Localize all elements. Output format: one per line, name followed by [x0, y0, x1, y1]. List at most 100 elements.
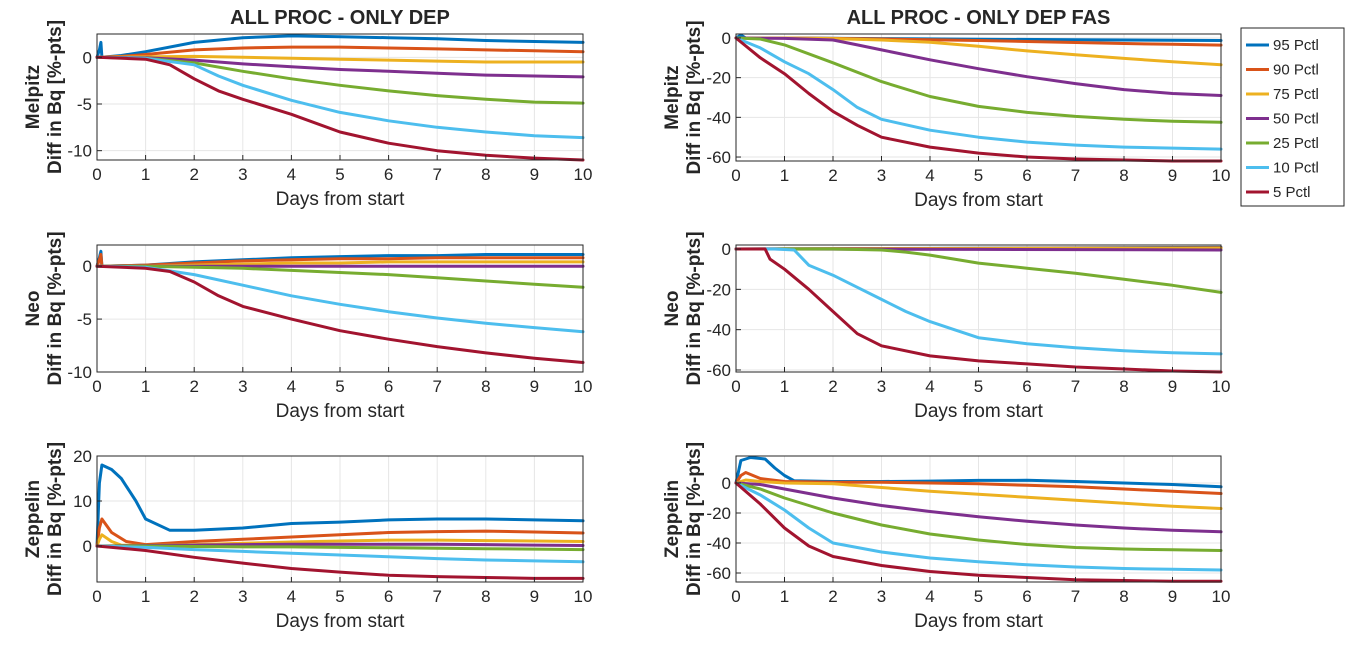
x-axis-label: Days from start: [276, 189, 406, 210]
x-tick-label: 4: [925, 377, 934, 396]
y-tick-label: -60: [706, 361, 731, 380]
y-tick-label: -40: [706, 108, 731, 127]
x-tick-label: 9: [530, 165, 539, 184]
row-label: Zeppelin: [23, 480, 44, 558]
x-axis-label: Days from start: [914, 611, 1044, 632]
x-tick-label: 6: [384, 587, 393, 606]
x-tick-label: 7: [432, 165, 441, 184]
series-line-25-pctl: [734, 481, 1223, 552]
x-tick-label: 3: [238, 587, 247, 606]
y-tick-label: -10: [67, 363, 92, 382]
series-line-5-pctl: [95, 544, 585, 580]
panel-4: 0 1 2 3 4 5 6 7 8 9 10 -60 -40 -20 0 Days from start Neo…: [662, 231, 1230, 422]
y-tick-label: -20: [706, 280, 731, 299]
x-tick-label: 10: [1212, 377, 1231, 396]
y-tick-label: 0: [83, 537, 92, 556]
legend-item-label: 95 Pctl: [1273, 37, 1319, 54]
x-tick-label: 6: [1022, 587, 1031, 606]
panel-5: 0 1 2 3 4 5 6 7 8 9 10 0 10 20 Days from start Zeppelin…: [23, 442, 592, 632]
y-tick-label: -40: [706, 534, 731, 553]
x-tick-label: 6: [1022, 377, 1031, 396]
y-axis-label: Diff in Bq [%-pts]: [45, 231, 66, 385]
x-tick-label: 10: [574, 587, 593, 606]
x-tick-label: 7: [1071, 166, 1080, 185]
series-line-10-pctl: [95, 544, 585, 564]
x-tick-label: 7: [432, 377, 441, 396]
series-line-25-pctl: [95, 544, 585, 552]
x-tick-label: 1: [141, 587, 150, 606]
x-tick-label: 8: [481, 377, 490, 396]
x-tick-label: 5: [335, 165, 344, 184]
x-tick-label: 0: [92, 587, 101, 606]
x-tick-label: 0: [731, 377, 740, 396]
x-tick-label: 2: [189, 587, 198, 606]
series-line-5-pctl: [95, 264, 585, 364]
series-line-95-pctl: [95, 34, 585, 59]
legend-item-label: 25 Pctl: [1273, 135, 1319, 152]
x-tick-label: 1: [780, 377, 789, 396]
series-line-50-pctl: [734, 36, 1223, 97]
series-line-75-pctl: [734, 478, 1223, 510]
x-tick-label: 3: [877, 377, 886, 396]
y-tick-label: 0: [722, 29, 731, 48]
series-line-25-pctl: [734, 247, 1223, 294]
x-tick-label: 5: [335, 377, 344, 396]
y-tick-label: 0: [83, 48, 92, 67]
y-tick-label: -5: [77, 310, 92, 329]
x-tick-label: 2: [189, 165, 198, 184]
x-tick-label: 8: [1119, 587, 1128, 606]
y-tick-label: 0: [83, 257, 92, 276]
x-tick-label: 8: [481, 587, 490, 606]
x-tick-label: 4: [287, 377, 296, 396]
x-tick-label: 2: [828, 377, 837, 396]
series-line-10-pctl: [734, 36, 1223, 151]
panel-title: ALL PROC - ONLY DEP: [230, 7, 450, 29]
series-line-10-pctl: [95, 264, 585, 334]
series-line-75-pctl: [95, 54, 585, 64]
x-tick-label: 2: [189, 377, 198, 396]
x-tick-label: 5: [335, 587, 344, 606]
x-axis-label: Days from start: [914, 190, 1044, 211]
series-line-90-pctl: [734, 471, 1223, 495]
series-line-95-pctl: [95, 463, 585, 548]
x-tick-label: 3: [877, 587, 886, 606]
y-tick-label: -10: [67, 142, 92, 161]
y-axis-label: Diff in Bq [%-pts]: [684, 442, 705, 596]
x-tick-label: 5: [974, 377, 983, 396]
series-line-25-pctl: [734, 36, 1223, 124]
x-tick-label: 10: [574, 377, 593, 396]
y-tick-label: -40: [706, 321, 731, 340]
x-tick-label: 10: [574, 165, 593, 184]
row-label: Melpitz: [662, 65, 683, 129]
y-tick-label: 0: [722, 240, 731, 259]
legend-item-label: 90 Pctl: [1273, 62, 1319, 79]
x-tick-label: 5: [974, 587, 983, 606]
legend-item-label: 75 Pctl: [1273, 86, 1319, 103]
x-tick-label: 9: [1168, 377, 1177, 396]
x-tick-label: 9: [530, 587, 539, 606]
series-line-5-pctl: [734, 36, 1223, 163]
panel-2: 0 1 2 3 4 5 6 7 8 9 10 -60 -40 -20 0 Days from start ALL…: [662, 7, 1230, 211]
row-label: Neo: [23, 291, 44, 327]
x-tick-label: 1: [141, 165, 150, 184]
x-axis-label: Days from start: [914, 401, 1044, 422]
y-axis-label: Diff in Bq [%-pts]: [45, 442, 66, 596]
x-tick-label: 7: [432, 587, 441, 606]
x-tick-label: 0: [92, 165, 101, 184]
legend: 95 Pctl 90 Pctl 75 Pctl 50 Pctl 25 Pctl 10 Pc…: [1240, 27, 1345, 207]
x-tick-label: 10: [1212, 166, 1231, 185]
x-tick-label: 9: [1168, 587, 1177, 606]
row-label: Melpitz: [23, 65, 44, 129]
x-tick-label: 0: [92, 377, 101, 396]
x-tick-label: 8: [481, 165, 490, 184]
x-tick-label: 10: [1212, 587, 1231, 606]
x-tick-label: 4: [925, 587, 934, 606]
x-tick-label: 9: [530, 377, 539, 396]
x-tick-label: 2: [828, 587, 837, 606]
panel-1: 0 1 2 3 4 5 6 7 8 9 10 -10 -5 0 Days from start ALL PRO…: [23, 7, 592, 210]
x-tick-label: 1: [141, 377, 150, 396]
x-axis-label: Days from start: [276, 611, 406, 632]
series-line-25-pctl: [95, 264, 585, 289]
panel-6: 0 1 2 3 4 5 6 7 8 9 10 -60 -40 -20 0 Days from start Zep…: [662, 442, 1230, 632]
